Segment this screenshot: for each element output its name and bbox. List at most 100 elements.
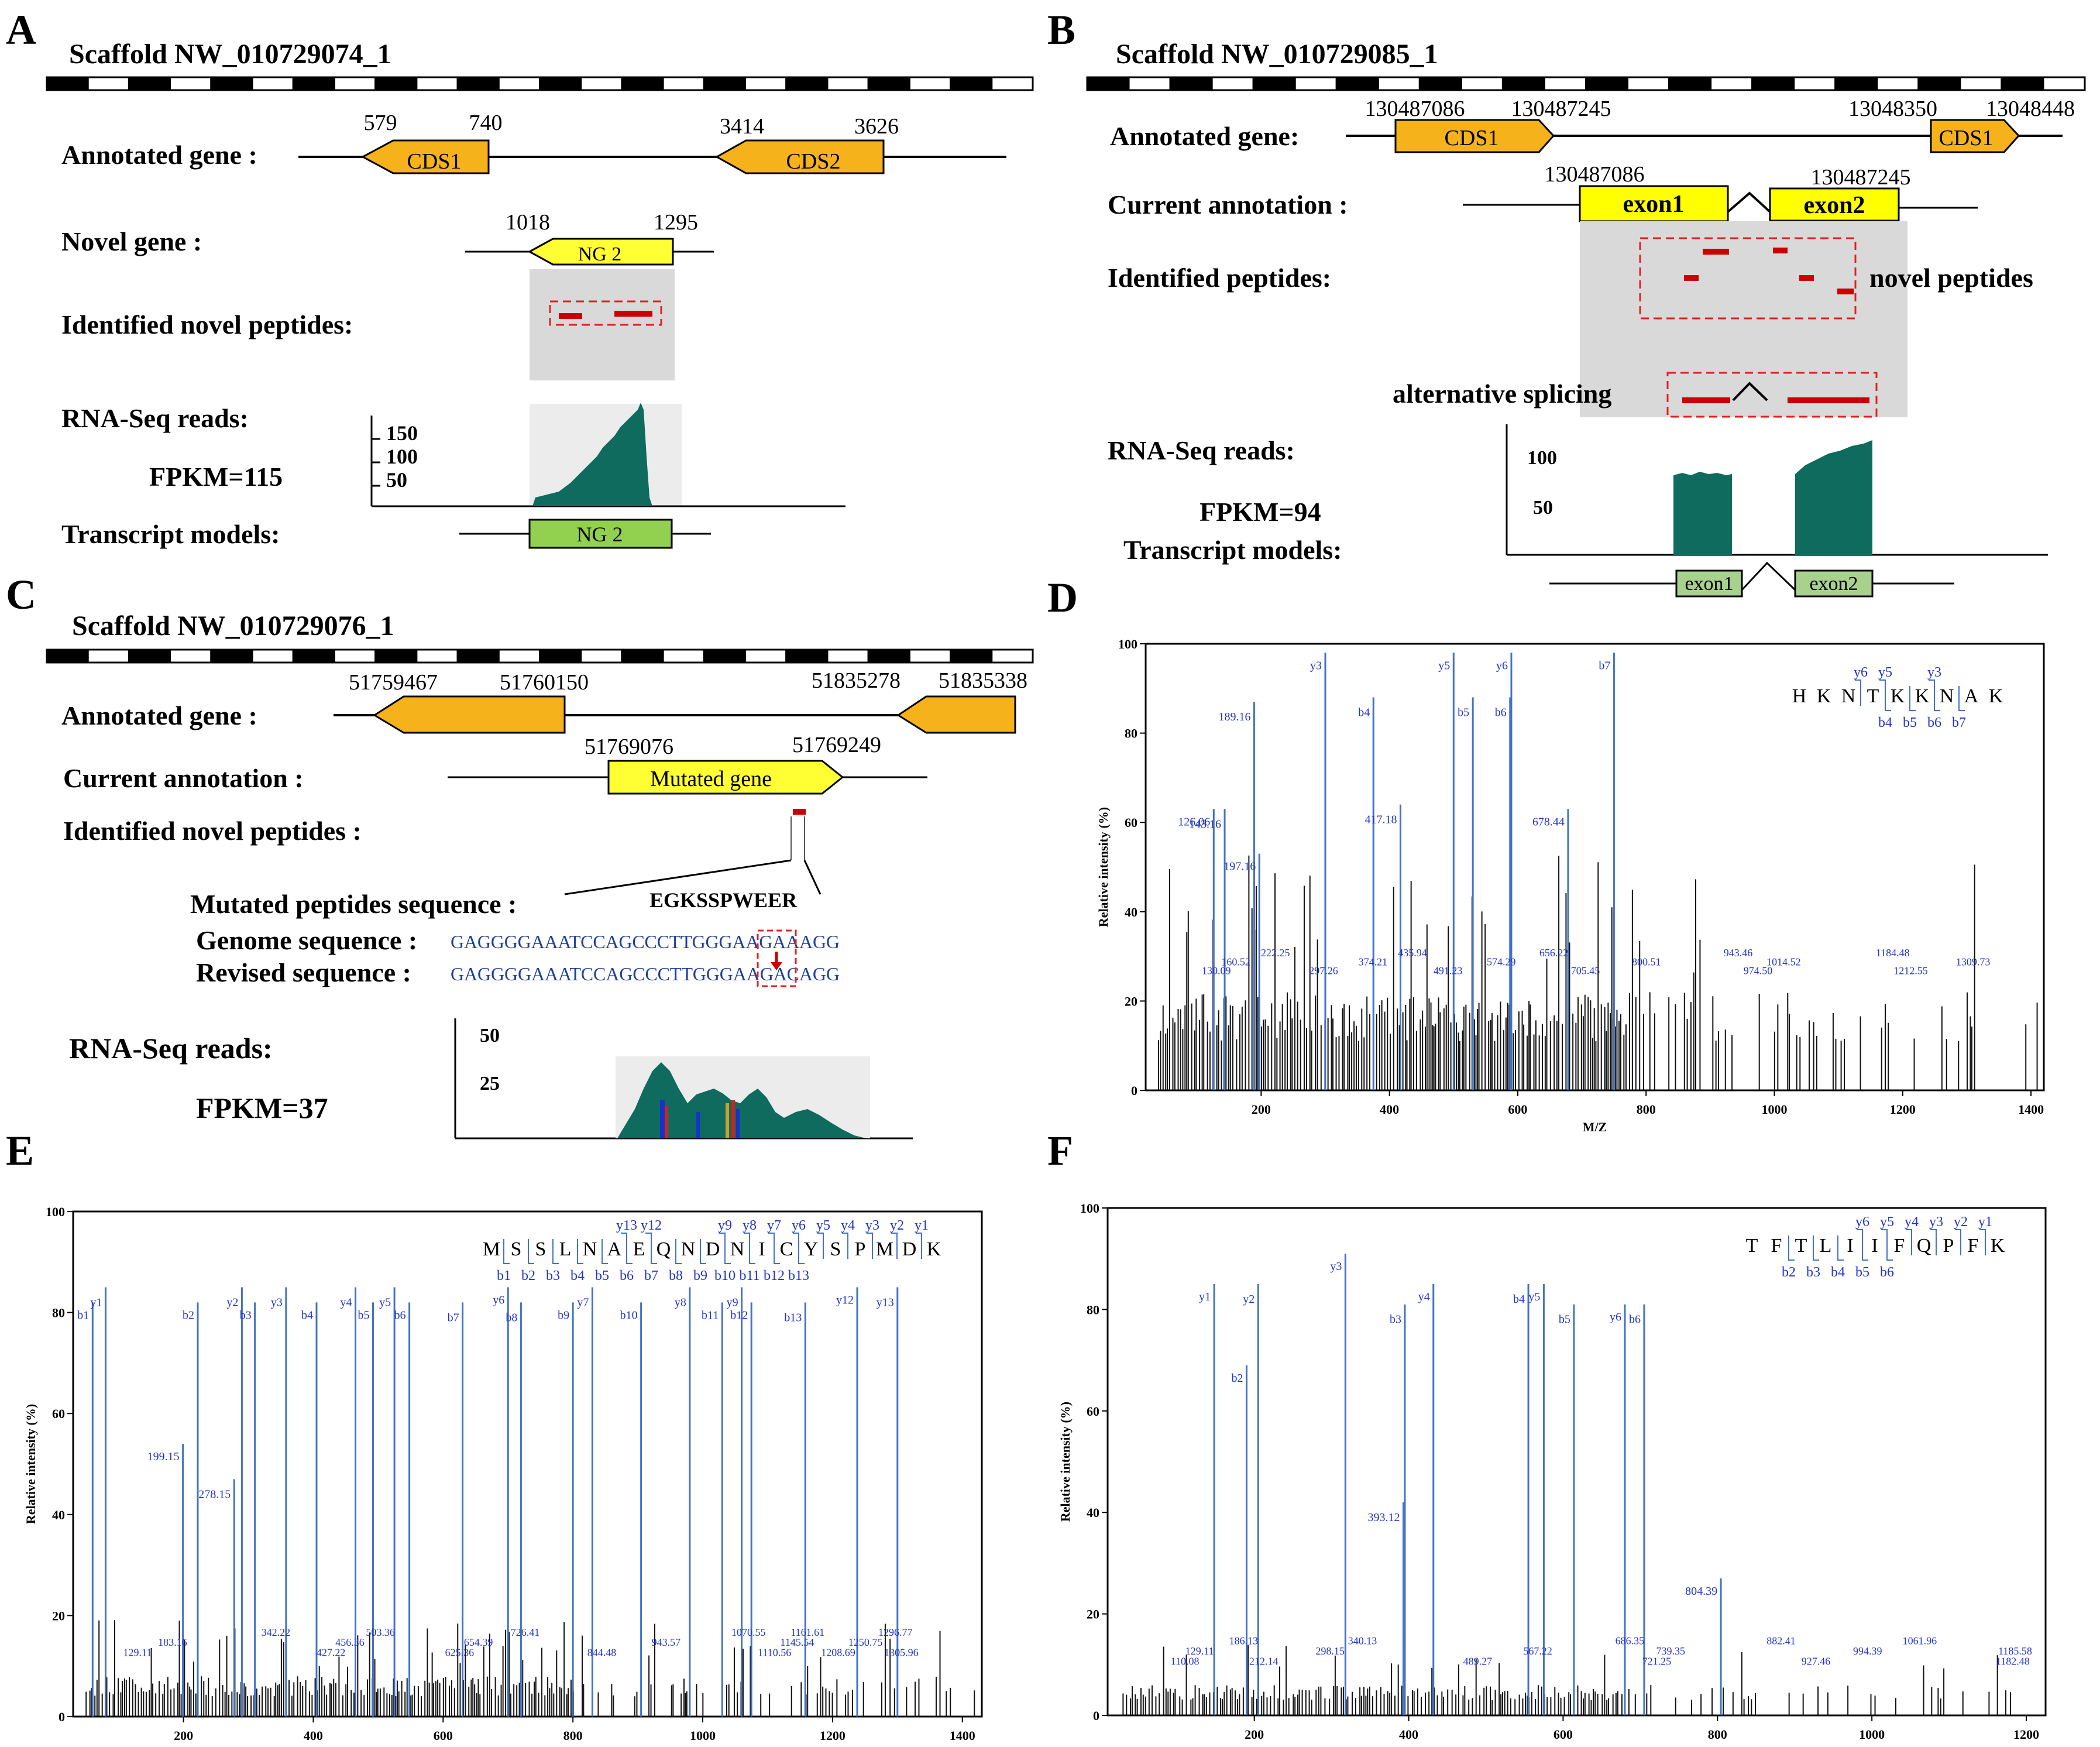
sequence-residue: E	[633, 1238, 645, 1260]
ruler-segment	[744, 648, 788, 664]
y-ion-label: y8	[743, 1218, 757, 1233]
transcript-block-ng2	[528, 519, 673, 549]
b-ion-label: b5	[1855, 1265, 1869, 1280]
ruler-segment	[2001, 76, 2044, 91]
peak-label: b10	[620, 1309, 638, 1322]
mutation-highlight-box	[757, 929, 797, 987]
x-tick-label: 400	[1399, 1727, 1418, 1742]
cds-block-b2	[1930, 119, 2020, 153]
row-label-mutated-peptide-c: Mutated peptides sequence :	[190, 889, 517, 919]
ruler-segment	[210, 648, 253, 664]
ruler-segment	[1211, 76, 1254, 91]
coord-a-579: 579	[364, 111, 397, 135]
peak-label: b4	[1513, 1293, 1525, 1306]
noise-peak-label: 297.26	[1309, 965, 1338, 977]
panel-letter-e: E	[6, 1127, 34, 1174]
ruler-segment	[1876, 76, 1920, 91]
noise-peak-label: 129.11	[123, 1646, 152, 1658]
ruler-segment	[539, 76, 582, 91]
peak-label: y5	[1528, 1290, 1540, 1303]
y-tick-label: 80	[52, 1306, 65, 1320]
ruler-segment	[1294, 76, 1338, 91]
ruler-segment	[744, 76, 788, 91]
b-ion-label: b7	[1952, 715, 1966, 730]
ruler-segment	[621, 76, 664, 91]
coord-a-1295: 1295	[654, 210, 698, 235]
noise-peak-label: 130.09	[1202, 965, 1231, 977]
noise-peak-label: 427.22	[317, 1646, 346, 1658]
annotated-gene-block-c1	[373, 695, 566, 734]
ruler-segment	[2042, 76, 2086, 91]
ruler-segment	[826, 648, 869, 664]
ruler-segment	[1751, 76, 1795, 91]
peptide-box-a	[549, 300, 662, 326]
rnaseq-ytick-c-50: 50	[480, 1025, 500, 1046]
y-ion-label: y5	[1880, 1214, 1894, 1230]
peak-label: y8	[675, 1296, 686, 1309]
noise-peak-label: 1014.52	[1766, 956, 1801, 967]
y-tick-label: 100	[46, 1204, 65, 1219]
ruler-segment	[415, 648, 459, 664]
ruler-segment	[991, 648, 1034, 664]
sequence-residue: H	[1792, 685, 1807, 707]
sequence-residue: I	[758, 1238, 765, 1260]
rnaseq-ytick-a-50: 50	[386, 468, 407, 492]
coord-c-2: 51760150	[500, 670, 589, 695]
noise-peak-label: 994.39	[1853, 1645, 1882, 1657]
y-tick-label: 20	[52, 1608, 65, 1623]
ruler-segment	[128, 648, 171, 664]
y-ion-label: y2	[1954, 1214, 1968, 1230]
peak-label: 143.16	[1189, 818, 1221, 830]
x-axis-label: M/Z	[1565, 1745, 1589, 1747]
ruler-segment	[662, 648, 705, 664]
exon-label-b2: exon2	[1804, 192, 1865, 219]
rnaseq-coverage-b2	[1795, 440, 1872, 555]
sequence-residue: Y	[804, 1238, 819, 1260]
row-label-rnaseq-b: RNA-Seq reads:	[1108, 435, 1295, 465]
y-ion-label: y3	[1927, 665, 1941, 680]
row-label-peptides-b: Identified peptides:	[1108, 263, 1331, 293]
peak-label: y6	[1610, 1311, 1621, 1324]
cds-label-a2: CDS2	[786, 149, 841, 174]
coord-b-6: 130487245	[1811, 165, 1911, 190]
ruler-segment	[1086, 76, 1130, 91]
ruler-segment	[580, 76, 623, 91]
noise-peak-label: 654.39	[464, 1636, 493, 1648]
rnaseq-coverage-b1	[1673, 472, 1732, 555]
sequence-residue: K	[1991, 1235, 2005, 1257]
sequence-residue: C	[780, 1238, 793, 1260]
ruler-segment	[1128, 76, 1171, 91]
noise-peak-label: 186.13	[1229, 1635, 1259, 1647]
noise-peak-label: 435.94	[1398, 947, 1427, 959]
ruler-segment	[169, 76, 212, 91]
b-ion-label: b1	[497, 1268, 511, 1283]
noise-peak-label: 342.22	[262, 1626, 291, 1638]
sequence-residue: F	[1771, 1235, 1782, 1257]
row-label-current-annotation-c: Current annotation :	[63, 763, 304, 793]
scaffold-title-a: Scaffold NW_010729074_1	[69, 39, 391, 70]
y-ion-label: y4	[841, 1218, 855, 1233]
noise-peak-label: 222.25	[1261, 947, 1290, 959]
peak-label: y2	[1243, 1293, 1254, 1306]
noise-peak-label: 489.27	[1463, 1655, 1493, 1667]
peak-label: 804.39	[1685, 1585, 1717, 1598]
ruler-segment	[662, 76, 705, 91]
ruler-segment	[621, 648, 664, 664]
noise-peak-label: 1305.96	[884, 1646, 919, 1658]
noise-peak-label: 1250.75	[848, 1636, 883, 1648]
noise-peak-label: 129.11	[1185, 1645, 1214, 1657]
noise-peak-label: 298.15	[1315, 1645, 1345, 1657]
sequence-residue: S	[511, 1238, 522, 1260]
x-tick-label: 1200	[2013, 1727, 2039, 1742]
ruler-segment	[867, 648, 910, 664]
x-tick-label: 200	[1252, 1102, 1271, 1117]
ruler-segment	[580, 648, 623, 664]
ruler-segment	[1252, 76, 1296, 91]
coord-c-4: 51835338	[939, 668, 1027, 693]
peak-label: 199.15	[147, 1450, 180, 1463]
noise-peak-label: 1145.54	[781, 1636, 814, 1648]
ruler-segment	[497, 648, 541, 664]
y-tick-label: 100	[1118, 637, 1137, 651]
